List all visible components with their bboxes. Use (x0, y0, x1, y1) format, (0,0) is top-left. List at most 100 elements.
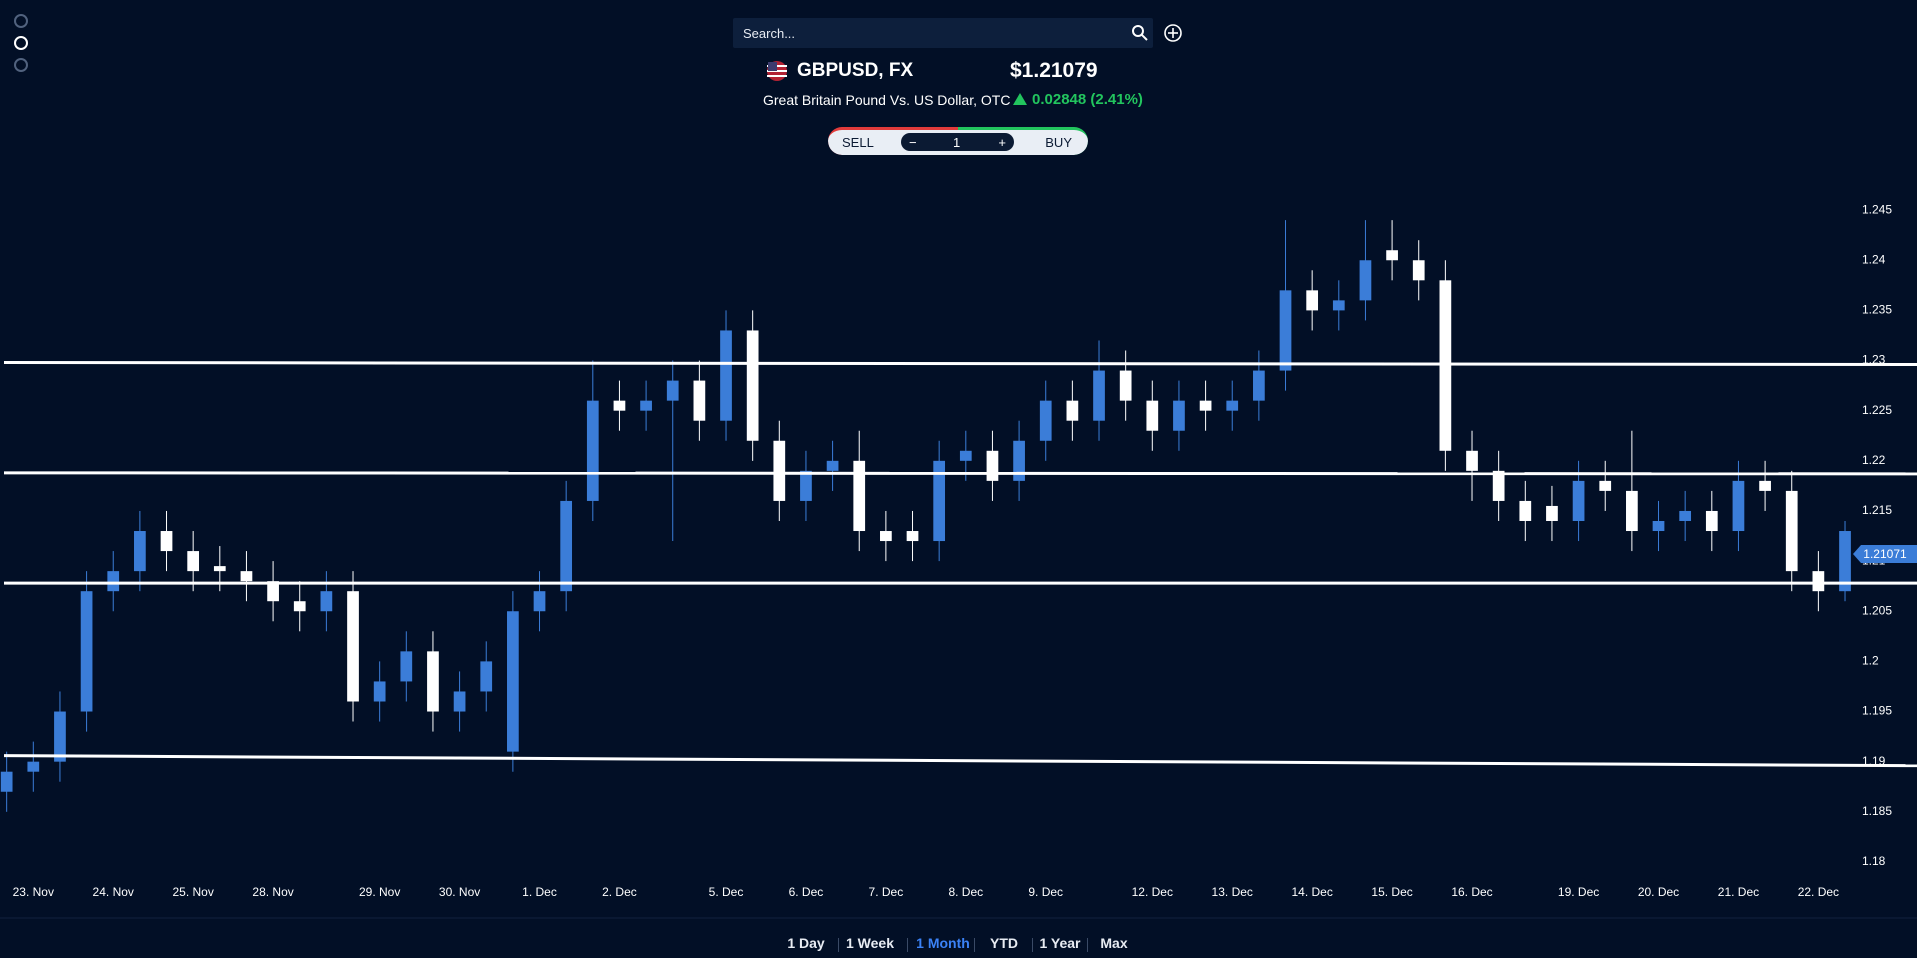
x-tick-label: 15. Dec (1371, 885, 1412, 899)
candle-body (746, 330, 759, 441)
trade-toggle: SELL − 1 + BUY (828, 127, 1088, 155)
candle-body (693, 380, 706, 421)
candle-body (826, 460, 839, 471)
candle-body (1173, 400, 1185, 431)
y-tick-label: 1.235 (1862, 303, 1892, 317)
candle-body (1066, 400, 1079, 421)
range-button[interactable]: 1 Month (916, 935, 970, 951)
buy-button[interactable]: BUY (1045, 135, 1072, 150)
candle-body (1759, 480, 1771, 491)
candle-body (1412, 260, 1425, 281)
search-icon[interactable] (1131, 24, 1149, 42)
symbol: GBPUSD, FX (797, 60, 914, 81)
separator (838, 938, 839, 952)
candle-body (1546, 505, 1558, 521)
icon[interactable] (14, 58, 28, 72)
description: Great Britain Pound Vs. US Dollar, OTC (763, 92, 1011, 108)
candle-body (1013, 440, 1025, 481)
y-tick-label: 1.2 (1862, 654, 1879, 668)
range-bar: 1 Day 1 Week 1 Month YTD 1 Year Max (0, 932, 1917, 956)
separator (906, 938, 908, 952)
x-tick-label: 8. Dec (948, 885, 983, 899)
x-tick-label: 29. Nov (359, 885, 400, 899)
candle-body (267, 581, 279, 602)
x-tick-label: 7. Dec (869, 885, 904, 899)
candle-body (453, 691, 466, 712)
candle-body (1599, 480, 1612, 491)
y-tick-label: 1.205 (1862, 603, 1892, 617)
x-tick-label: 19. Dec (1558, 885, 1599, 899)
candle-body (1572, 480, 1585, 521)
range-button[interactable]: Max (1100, 935, 1128, 951)
quantity: 1 (953, 135, 961, 150)
candle-body (666, 380, 679, 401)
x-tick-label: 22. Dec (1798, 885, 1839, 899)
x-tick-label: 21. Dec (1718, 885, 1759, 899)
candle-body (134, 531, 146, 572)
candle-body (1705, 510, 1718, 532)
trend-line (3, 361, 1917, 367)
x-tick-label: 28. Nov (252, 885, 293, 899)
last-price-tag: 1.21071 (1853, 544, 1917, 563)
candle-body (1519, 500, 1532, 521)
candle-body (1146, 400, 1159, 431)
x-tick-label: 20. Dec (1638, 885, 1679, 899)
up-arrow (1013, 93, 1027, 105)
candle-body (400, 651, 413, 682)
y-tick-label: 1.22 (1862, 453, 1886, 467)
icon[interactable] (14, 14, 28, 28)
candle-body (1226, 400, 1239, 411)
candle-body (1466, 450, 1478, 471)
y-tick-label: 1.225 (1862, 403, 1892, 417)
search-box[interactable]: Search... (733, 18, 1153, 48)
candle-body (933, 460, 946, 542)
y-tick-label: 1.24 (1862, 252, 1886, 266)
x-tick-label: 30. Nov (439, 885, 480, 899)
candle-body (293, 601, 306, 612)
candle-body (880, 531, 892, 542)
x-tick-label: 2. Dec (602, 885, 637, 899)
price: $1.21079 (1010, 59, 1098, 82)
candle-body (107, 571, 120, 592)
icon[interactable] (14, 36, 28, 50)
candle-body (160, 531, 173, 552)
x-tick-label: 16. Dec (1451, 885, 1492, 899)
trend-line (3, 754, 1917, 768)
candle-body (640, 400, 652, 411)
x-tick-label: 6. Dec (789, 885, 824, 899)
quantity-stepper: − 1 + (901, 133, 1014, 151)
x-tick-label: 12. Dec (1132, 885, 1173, 899)
candle-body (1279, 290, 1292, 371)
x-tick-label: 23. Nov (13, 885, 54, 899)
candle-body (0, 771, 13, 792)
candle-body (613, 400, 626, 411)
candle-body (240, 571, 253, 582)
range-button[interactable]: YTD (990, 935, 1018, 951)
candle-body (1093, 370, 1105, 421)
candle-body (906, 531, 919, 542)
candle-body (1679, 510, 1692, 521)
side-icons (14, 14, 28, 72)
sell-button[interactable]: SELL (842, 135, 874, 150)
separator (973, 938, 975, 952)
candle-body (187, 551, 200, 572)
add-button[interactable] (1162, 22, 1184, 44)
range-button[interactable]: 1 Week (846, 935, 894, 951)
y-tick-label: 1.245 (1862, 202, 1892, 216)
range-button[interactable]: 1 Day (787, 935, 825, 951)
plus[interactable]: + (998, 135, 1006, 150)
candle-body (1119, 370, 1132, 401)
range-button[interactable]: 1 Year (1039, 935, 1081, 951)
candle-body (560, 500, 573, 592)
candle-body (1492, 470, 1505, 501)
candle-body (586, 400, 599, 501)
candle-body (1039, 400, 1052, 441)
minus[interactable]: − (909, 135, 917, 150)
candle-body (80, 591, 93, 712)
candle-body (1812, 571, 1825, 592)
candle-body (320, 591, 333, 612)
change: 0.02848 (2.41%) (1032, 91, 1143, 108)
candle-body (800, 470, 812, 501)
